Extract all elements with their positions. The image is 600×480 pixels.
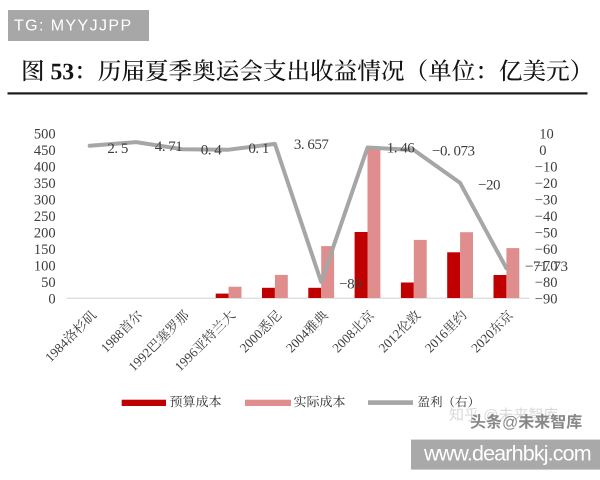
svg-text:1. 46: 1. 46 — [387, 141, 416, 157]
svg-text:TG: MYYJJPP: TG: MYYJJPP — [14, 18, 133, 35]
svg-text:250: 250 — [34, 209, 56, 225]
svg-text:0: 0 — [539, 143, 546, 159]
svg-text:4. 71: 4. 71 — [155, 139, 183, 155]
svg-text:150: 150 — [34, 242, 56, 258]
svg-text:300: 300 — [34, 192, 56, 208]
svg-text:−80: −80 — [535, 275, 558, 291]
svg-text:350: 350 — [34, 176, 56, 192]
svg-text:0. 1: 0. 1 — [248, 141, 269, 157]
svg-text:2. 5: 2. 5 — [107, 141, 128, 157]
svg-text:50: 50 — [41, 275, 56, 291]
svg-text:0: 0 — [48, 292, 55, 308]
svg-text:−60: −60 — [535, 242, 558, 258]
svg-text:−50: −50 — [535, 226, 558, 242]
svg-text:−20: −20 — [535, 176, 558, 192]
svg-text:−90: −90 — [535, 292, 558, 308]
svg-text:−10: −10 — [535, 159, 558, 175]
svg-text:−0. 073: −0. 073 — [432, 143, 474, 159]
svg-text:200: 200 — [34, 226, 56, 242]
svg-text:−71. 73: −71. 73 — [525, 259, 567, 275]
svg-text:500: 500 — [34, 126, 56, 142]
svg-text:0. 4: 0. 4 — [201, 142, 223, 158]
svg-text:www.dearhbkj.com: www.dearhbkj.com — [423, 442, 591, 466]
svg-text:−40: −40 — [535, 209, 558, 225]
svg-text:−80: −80 — [339, 276, 361, 292]
svg-text:3. 657: 3. 657 — [294, 137, 330, 153]
svg-text:−70: −70 — [535, 259, 558, 275]
svg-text:10: 10 — [539, 126, 554, 142]
svg-text:450: 450 — [34, 143, 56, 159]
svg-text:−20: −20 — [478, 177, 500, 193]
svg-text:100: 100 — [34, 259, 56, 275]
svg-text:−30: −30 — [535, 192, 558, 208]
svg-text:400: 400 — [34, 159, 56, 175]
